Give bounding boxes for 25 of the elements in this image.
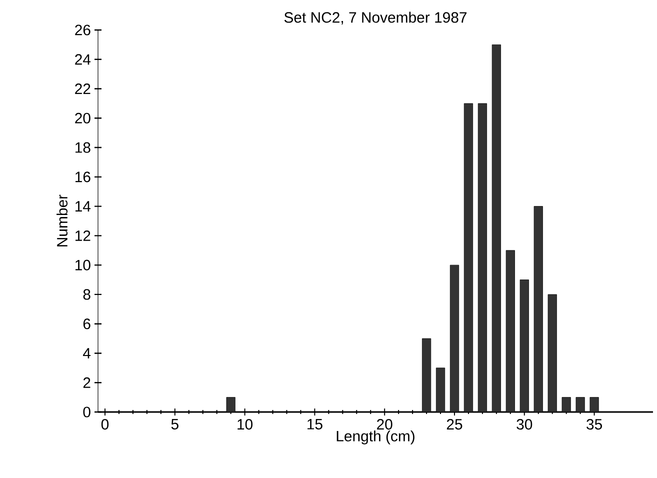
x-tick-label: 25 [446,419,462,430]
y-tick-label: 0 [83,406,90,418]
chart-title: Set NC2, 7 November 1987 [284,12,467,24]
y-tick-label: 14 [76,201,91,212]
y-tick-label: 2 [83,377,90,388]
y-tick-label: 12 [76,230,90,241]
y-tick-label: 16 [76,172,90,182]
y-tick-label: 18 [76,142,90,153]
x-tick-label: 30 [516,419,532,430]
y-tick-label: 10 [76,260,90,270]
y-tick-label: 24 [75,54,91,65]
y-tick-label: 8 [83,289,90,300]
x-tick-label: 20 [377,419,392,430]
y-axis-title: Number [56,194,68,246]
x-tick-label: 10 [238,419,253,430]
y-tick-label: 26 [75,24,90,36]
x-axis-title: Length (cm) [336,430,414,444]
y-tick-label: 6 [83,318,90,330]
x-tick-label: 35 [586,419,602,430]
x-tick-label: 15 [308,419,322,430]
y-tick-label: 4 [83,348,91,358]
y-tick-label: 20 [75,112,90,124]
y-tick-label: 22 [75,84,90,94]
x-tick-label: 0 [101,419,109,430]
x-tick-label: 5 [171,419,178,430]
